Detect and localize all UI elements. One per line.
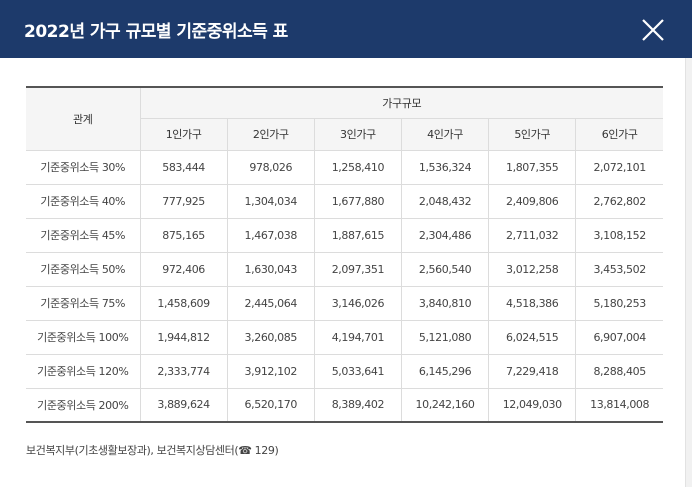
source-footnote: 보건복지부(기초생활보장과), 보건복지상담센터(☎ 129) (26, 444, 279, 457)
table-row: 기준중위소득 50% 972,406 1,630,043 2,097,351 2,560… (26, 251, 663, 287)
table-cell: 10,242,160 (400, 387, 490, 423)
table-cell: 1,467,038 (226, 217, 315, 253)
table-cell: 2,762,802 (575, 183, 663, 219)
table-cell: 3,840,810 (400, 285, 490, 321)
table-cell: 583,444 (139, 149, 228, 185)
header-relation: 관계 (26, 86, 141, 151)
row-label: 기준중위소득 45% (26, 217, 141, 253)
table-cell: 972,406 (139, 251, 228, 287)
close-button[interactable] (636, 13, 670, 47)
table-row: 기준중위소득 40% 777,925 1,304,034 1,677,880 2,048… (26, 183, 663, 219)
table-cell: 13,814,008 (575, 387, 663, 423)
dialog-title: 2022년 가구 규모별 기준중위소득 표 (24, 22, 288, 42)
column-header: 6인가구 (575, 117, 663, 151)
table-cell: 3,108,152 (575, 217, 663, 253)
table-cell: 2,048,432 (400, 183, 490, 219)
row-label: 기준중위소득 200% (26, 387, 141, 423)
table-cell: 7,229,418 (488, 353, 577, 389)
table-cell: 1,807,355 (488, 149, 577, 185)
table-cell: 3,146,026 (313, 285, 402, 321)
column-header: 1인가구 (140, 117, 228, 151)
table-row: 기준중위소득 75% 1,458,609 2,445,064 3,146,026 3,8… (26, 285, 663, 321)
row-label: 기준중위소득 75% (26, 285, 141, 321)
table-cell: 6,145,296 (400, 353, 490, 389)
table-cell: 1,944,812 (139, 319, 228, 355)
table-cell: 2,072,101 (575, 149, 663, 185)
table-cell: 5,121,080 (400, 319, 490, 355)
column-header: 3인가구 (313, 117, 402, 151)
table-cell: 3,453,502 (575, 251, 663, 287)
row-label: 기준중위소득 100% (26, 319, 141, 355)
table-cell: 1,630,043 (226, 251, 315, 287)
scrollbar[interactable] (685, 58, 692, 487)
table-cell: 5,033,641 (313, 353, 402, 389)
row-label: 기준중위소득 30% (26, 149, 141, 185)
table-cell: 777,925 (139, 183, 228, 219)
column-header: 2인가구 (226, 117, 315, 151)
table-cell: 1,258,410 (313, 149, 402, 185)
table-cell: 2,097,351 (313, 251, 402, 287)
row-label: 기준중위소득 50% (26, 251, 141, 287)
table-cell: 3,889,624 (139, 387, 228, 423)
table-row: 기준중위소득 30% 583,444 978,026 1,258,410 1,536,3… (26, 149, 663, 185)
table-cell: 12,049,030 (488, 387, 577, 423)
close-icon (642, 19, 664, 41)
table-cell: 1,304,034 (226, 183, 315, 219)
income-table: 관계 가구규모 1인가구 2인가구 3인가구 4인가구 5인가구 6인가구 기준중위소득 … (26, 86, 663, 423)
table-cell: 6,907,004 (575, 319, 663, 355)
table-cell: 5,180,253 (575, 285, 663, 321)
table-row: 기준중위소득 120% 2,333,774 3,912,102 5,033,641 6,… (26, 353, 663, 389)
table-cell: 1,677,880 (313, 183, 402, 219)
table-cell: 978,026 (226, 149, 315, 185)
table-cell: 1,458,609 (139, 285, 228, 321)
table-cell: 6,520,170 (226, 387, 315, 423)
table-cell: 2,560,540 (400, 251, 490, 287)
table-cell: 1,887,615 (313, 217, 402, 253)
table-cell: 3,912,102 (226, 353, 315, 389)
table-cell: 875,165 (139, 217, 228, 253)
table-cell: 4,518,386 (488, 285, 577, 321)
table-cell: 2,333,774 (139, 353, 228, 389)
table-cell: 3,012,258 (488, 251, 577, 287)
table-cell: 1,536,324 (400, 149, 490, 185)
row-label: 기준중위소득 120% (26, 353, 141, 389)
header-household-size: 가구규모 (139, 86, 663, 119)
table-row: 기준중위소득 45% 875,165 1,467,038 1,887,615 2,304… (26, 217, 663, 253)
column-header: 4인가구 (400, 117, 490, 151)
table-cell: 3,260,085 (226, 319, 315, 355)
table-cell: 2,304,486 (400, 217, 490, 253)
table-cell: 8,288,405 (575, 353, 663, 389)
table-cell: 2,409,806 (488, 183, 577, 219)
dialog-header: 2022년 가구 규모별 기준중위소득 표 (0, 0, 692, 58)
table-cell: 6,024,515 (488, 319, 577, 355)
column-header: 5인가구 (488, 117, 577, 151)
table-cell: 2,711,032 (488, 217, 577, 253)
table-cell: 2,445,064 (226, 285, 315, 321)
table-cell: 8,389,402 (313, 387, 402, 423)
table-row: 기준중위소득 100% 1,944,812 3,260,085 4,194,701 5,… (26, 319, 663, 355)
table-cell: 4,194,701 (313, 319, 402, 355)
row-label: 기준중위소득 40% (26, 183, 141, 219)
table-row: 기준중위소득 200% 3,889,624 6,520,170 8,389,402 10… (26, 387, 663, 423)
